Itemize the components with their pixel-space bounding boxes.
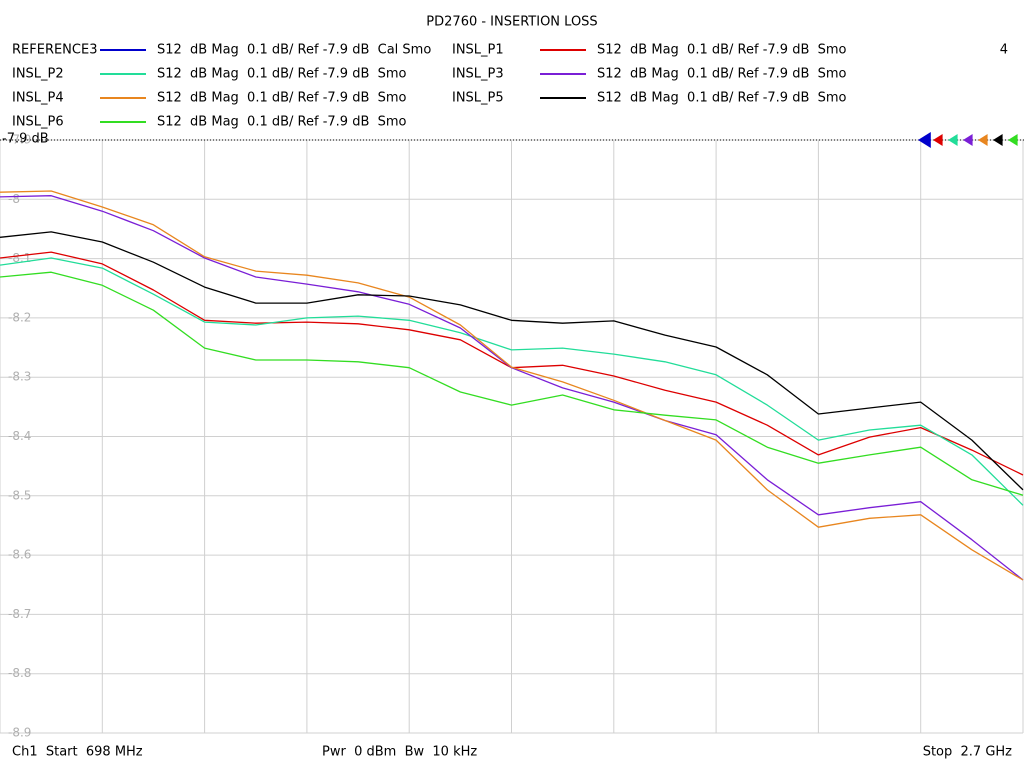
series-line bbox=[0, 190, 1024, 581]
channel-marker bbox=[978, 134, 988, 146]
legend-name: INSL_P6 bbox=[12, 115, 64, 130]
legend-name: INSL_P3 bbox=[452, 67, 504, 82]
legend-description: S12 dB Mag 0.1 dB/ Ref -7.9 dB Smo bbox=[157, 91, 407, 106]
y-tick-label: -8.6 bbox=[8, 548, 31, 562]
legend-name: INSL_P5 bbox=[452, 91, 504, 106]
legend-description: S12 dB Mag 0.1 dB/ Ref -7.9 dB Cal Smo bbox=[157, 43, 431, 58]
legend-description: S12 dB Mag 0.1 dB/ Ref -7.9 dB Smo bbox=[597, 91, 847, 106]
y-tick-label: -8.9 bbox=[8, 726, 31, 740]
channel-marker bbox=[918, 132, 931, 148]
legend-description: S12 dB Mag 0.1 dB/ Ref -7.9 dB Smo bbox=[597, 43, 847, 58]
series-line bbox=[0, 257, 1024, 506]
legend-description: S12 dB Mag 0.1 dB/ Ref -7.9 dB Smo bbox=[157, 67, 407, 82]
legend-name: REFERENCE3 bbox=[12, 43, 97, 58]
legend-name: INSL_P1 bbox=[452, 43, 504, 58]
legend-description: S12 dB Mag 0.1 dB/ Ref -7.9 dB Smo bbox=[157, 115, 407, 130]
channel-marker bbox=[993, 134, 1003, 146]
channel-marker bbox=[933, 134, 943, 146]
y-tick-label: -8.3 bbox=[8, 370, 31, 384]
y-tick-label: -8.8 bbox=[8, 666, 31, 680]
legend-name: INSL_P4 bbox=[12, 91, 64, 106]
legend-description: S12 dB Mag 0.1 dB/ Ref -7.9 dB Smo bbox=[597, 67, 847, 82]
channel-marker bbox=[948, 134, 958, 146]
footer-center: Pwr 0 dBm Bw 10 kHz bbox=[322, 745, 477, 760]
channel-marker bbox=[1008, 134, 1018, 146]
legend-name: INSL_P2 bbox=[12, 67, 64, 82]
y-tick-label: -7.9 bbox=[8, 133, 31, 147]
series-line bbox=[0, 231, 1024, 491]
footer-stop: Stop 2.7 GHz bbox=[923, 745, 1012, 760]
channel-number: 4 bbox=[1000, 43, 1008, 58]
y-tick-label: -8.5 bbox=[8, 488, 31, 502]
reference-label: -7.9 dB bbox=[2, 132, 49, 147]
y-tick-label: -8 bbox=[8, 192, 20, 206]
y-tick-label: -8.7 bbox=[8, 607, 31, 621]
y-tick-label: -8.4 bbox=[8, 429, 31, 443]
footer-start: Ch1 Start 698 MHz bbox=[12, 745, 143, 760]
y-tick-label: -8.2 bbox=[8, 310, 31, 324]
channel-marker bbox=[963, 134, 973, 146]
chart-title: PD2760 - INSERTION LOSS bbox=[426, 15, 597, 30]
series-line bbox=[0, 271, 1024, 496]
